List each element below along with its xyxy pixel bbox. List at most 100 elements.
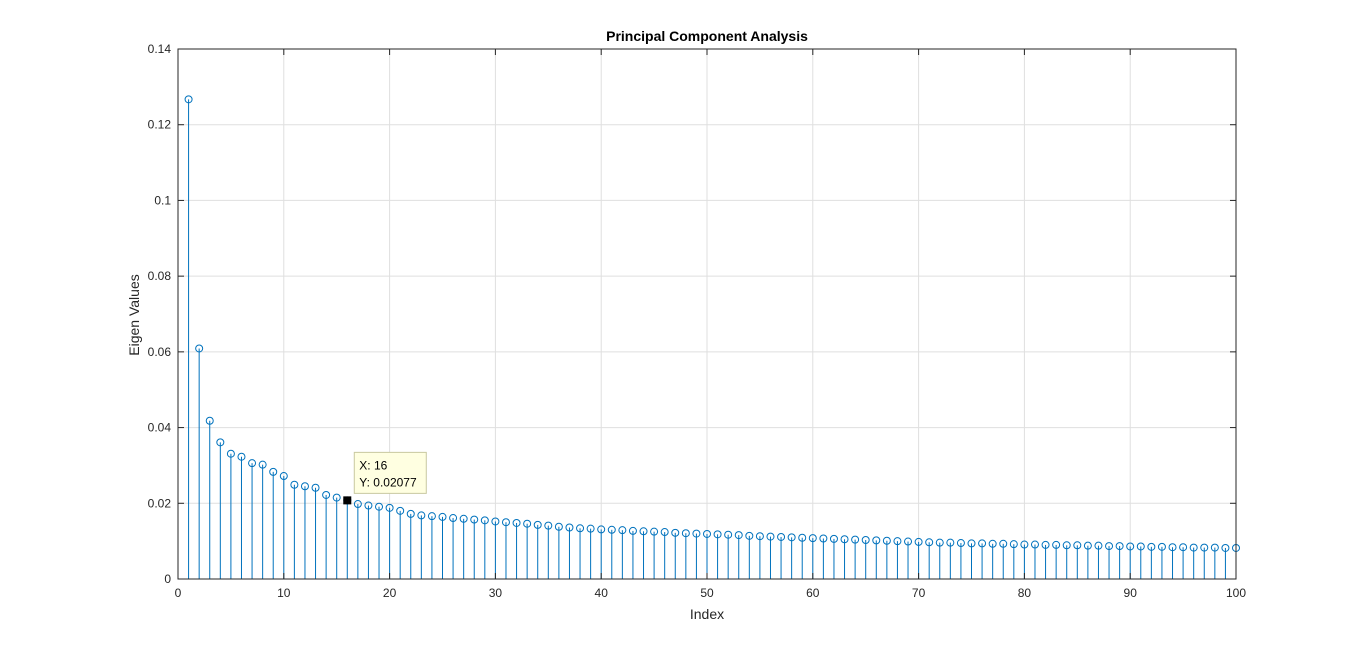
stem-marker [978, 539, 987, 548]
stem-marker [840, 535, 849, 544]
stem-marker [184, 95, 193, 104]
datatip-y-label: Y: 0.02077 [359, 475, 417, 489]
stem-marker [237, 452, 246, 461]
stem-marker [851, 535, 860, 544]
stem-marker [248, 459, 257, 468]
y-tick-label: 0.04 [148, 421, 172, 435]
stem-marker [269, 467, 278, 476]
stem-marker [290, 480, 299, 489]
stem-marker [956, 539, 965, 548]
stem-marker [650, 527, 659, 536]
stem-marker [311, 483, 320, 492]
x-tick-label: 100 [1226, 586, 1246, 600]
stem-marker [692, 529, 701, 538]
y-tick-label: 0.1 [154, 193, 171, 207]
stem-marker [1105, 542, 1114, 551]
stem-marker [1221, 543, 1230, 552]
stem-marker [618, 526, 627, 535]
stem-marker [872, 536, 881, 545]
x-tick-label: 0 [175, 586, 182, 600]
x-tick-label: 30 [489, 586, 503, 600]
stem-marker [480, 516, 489, 525]
stem-marker [660, 528, 669, 537]
stem-marker [925, 538, 934, 547]
stem-marker [1020, 540, 1029, 549]
datatip-marker[interactable] [343, 496, 352, 505]
y-tick-label: 0.08 [148, 269, 172, 283]
y-tick-label: 0.06 [148, 345, 172, 359]
x-tick-label: 80 [1018, 586, 1032, 600]
stem-marker [1062, 541, 1071, 550]
stem-marker [279, 472, 288, 481]
stem-marker [1083, 541, 1092, 550]
stem-marker [745, 531, 754, 540]
stem-marker [205, 416, 214, 425]
stem-marker [512, 518, 521, 527]
stem-marker [671, 528, 680, 537]
datatip[interactable]: X: 16 Y: 0.02077 [343, 451, 427, 505]
stem-marker [819, 534, 828, 543]
stem-marker [607, 525, 616, 534]
stem-marker [713, 530, 722, 539]
stem-marker [1136, 542, 1145, 551]
stem-marker [1200, 543, 1209, 552]
stem-marker [798, 533, 807, 542]
stem-marker [914, 537, 923, 546]
stem-marker [554, 522, 563, 531]
stem-marker [1052, 540, 1061, 549]
x-tick-label: 10 [277, 586, 291, 600]
stem-layer [184, 95, 1240, 579]
stem-marker [755, 532, 764, 541]
stem-marker [935, 538, 944, 547]
stem-marker [470, 515, 479, 524]
x-tick-label: 60 [806, 586, 820, 600]
stem-marker [332, 493, 341, 502]
stem-marker [364, 501, 373, 510]
stem-marker [1094, 541, 1103, 550]
stem-marker [501, 518, 510, 527]
stem-marker [808, 534, 817, 543]
stem-marker [766, 532, 775, 541]
y-axis-label: Eigen Values [126, 274, 142, 355]
stem-marker [195, 344, 204, 353]
y-tick-label: 0.02 [148, 496, 172, 510]
stem-marker [597, 525, 606, 534]
stem-marker [1009, 540, 1018, 549]
y-tick-label: 0.12 [148, 118, 172, 132]
stem-marker [438, 512, 447, 521]
stem-marker [565, 523, 574, 532]
stem-marker [882, 536, 891, 545]
stem-marker [946, 538, 955, 547]
stem-marker [734, 531, 743, 540]
stem-marker [385, 503, 394, 512]
stem-marker [1168, 543, 1177, 552]
stem-marker [1189, 543, 1198, 552]
stem-marker [226, 449, 235, 458]
stem-marker [300, 482, 309, 491]
y-tick-label: 0 [164, 572, 171, 586]
stem-marker [1126, 542, 1135, 551]
stem-marker [861, 536, 870, 545]
chart-title: Principal Component Analysis [606, 28, 808, 44]
stem-marker [1030, 540, 1039, 549]
stem-marker [639, 527, 648, 536]
stem-marker [904, 537, 913, 546]
x-tick-label: 70 [912, 586, 926, 600]
stem-marker [999, 539, 1008, 548]
stem-marker [1147, 542, 1156, 551]
stem-marker [829, 534, 838, 543]
stem-marker [1041, 540, 1050, 549]
stem-marker [787, 533, 796, 542]
datatip-box[interactable] [353, 451, 427, 494]
y-tick-label: 0.14 [148, 42, 172, 56]
stem-marker [1157, 542, 1166, 551]
stem-marker [628, 526, 637, 535]
stem-marker [417, 511, 426, 520]
x-tick-label: 20 [383, 586, 397, 600]
stem-marker [1115, 542, 1124, 551]
stem-marker [353, 500, 362, 509]
stem-marker [258, 460, 267, 469]
stem-marker [724, 530, 733, 539]
stem-marker [491, 517, 500, 526]
